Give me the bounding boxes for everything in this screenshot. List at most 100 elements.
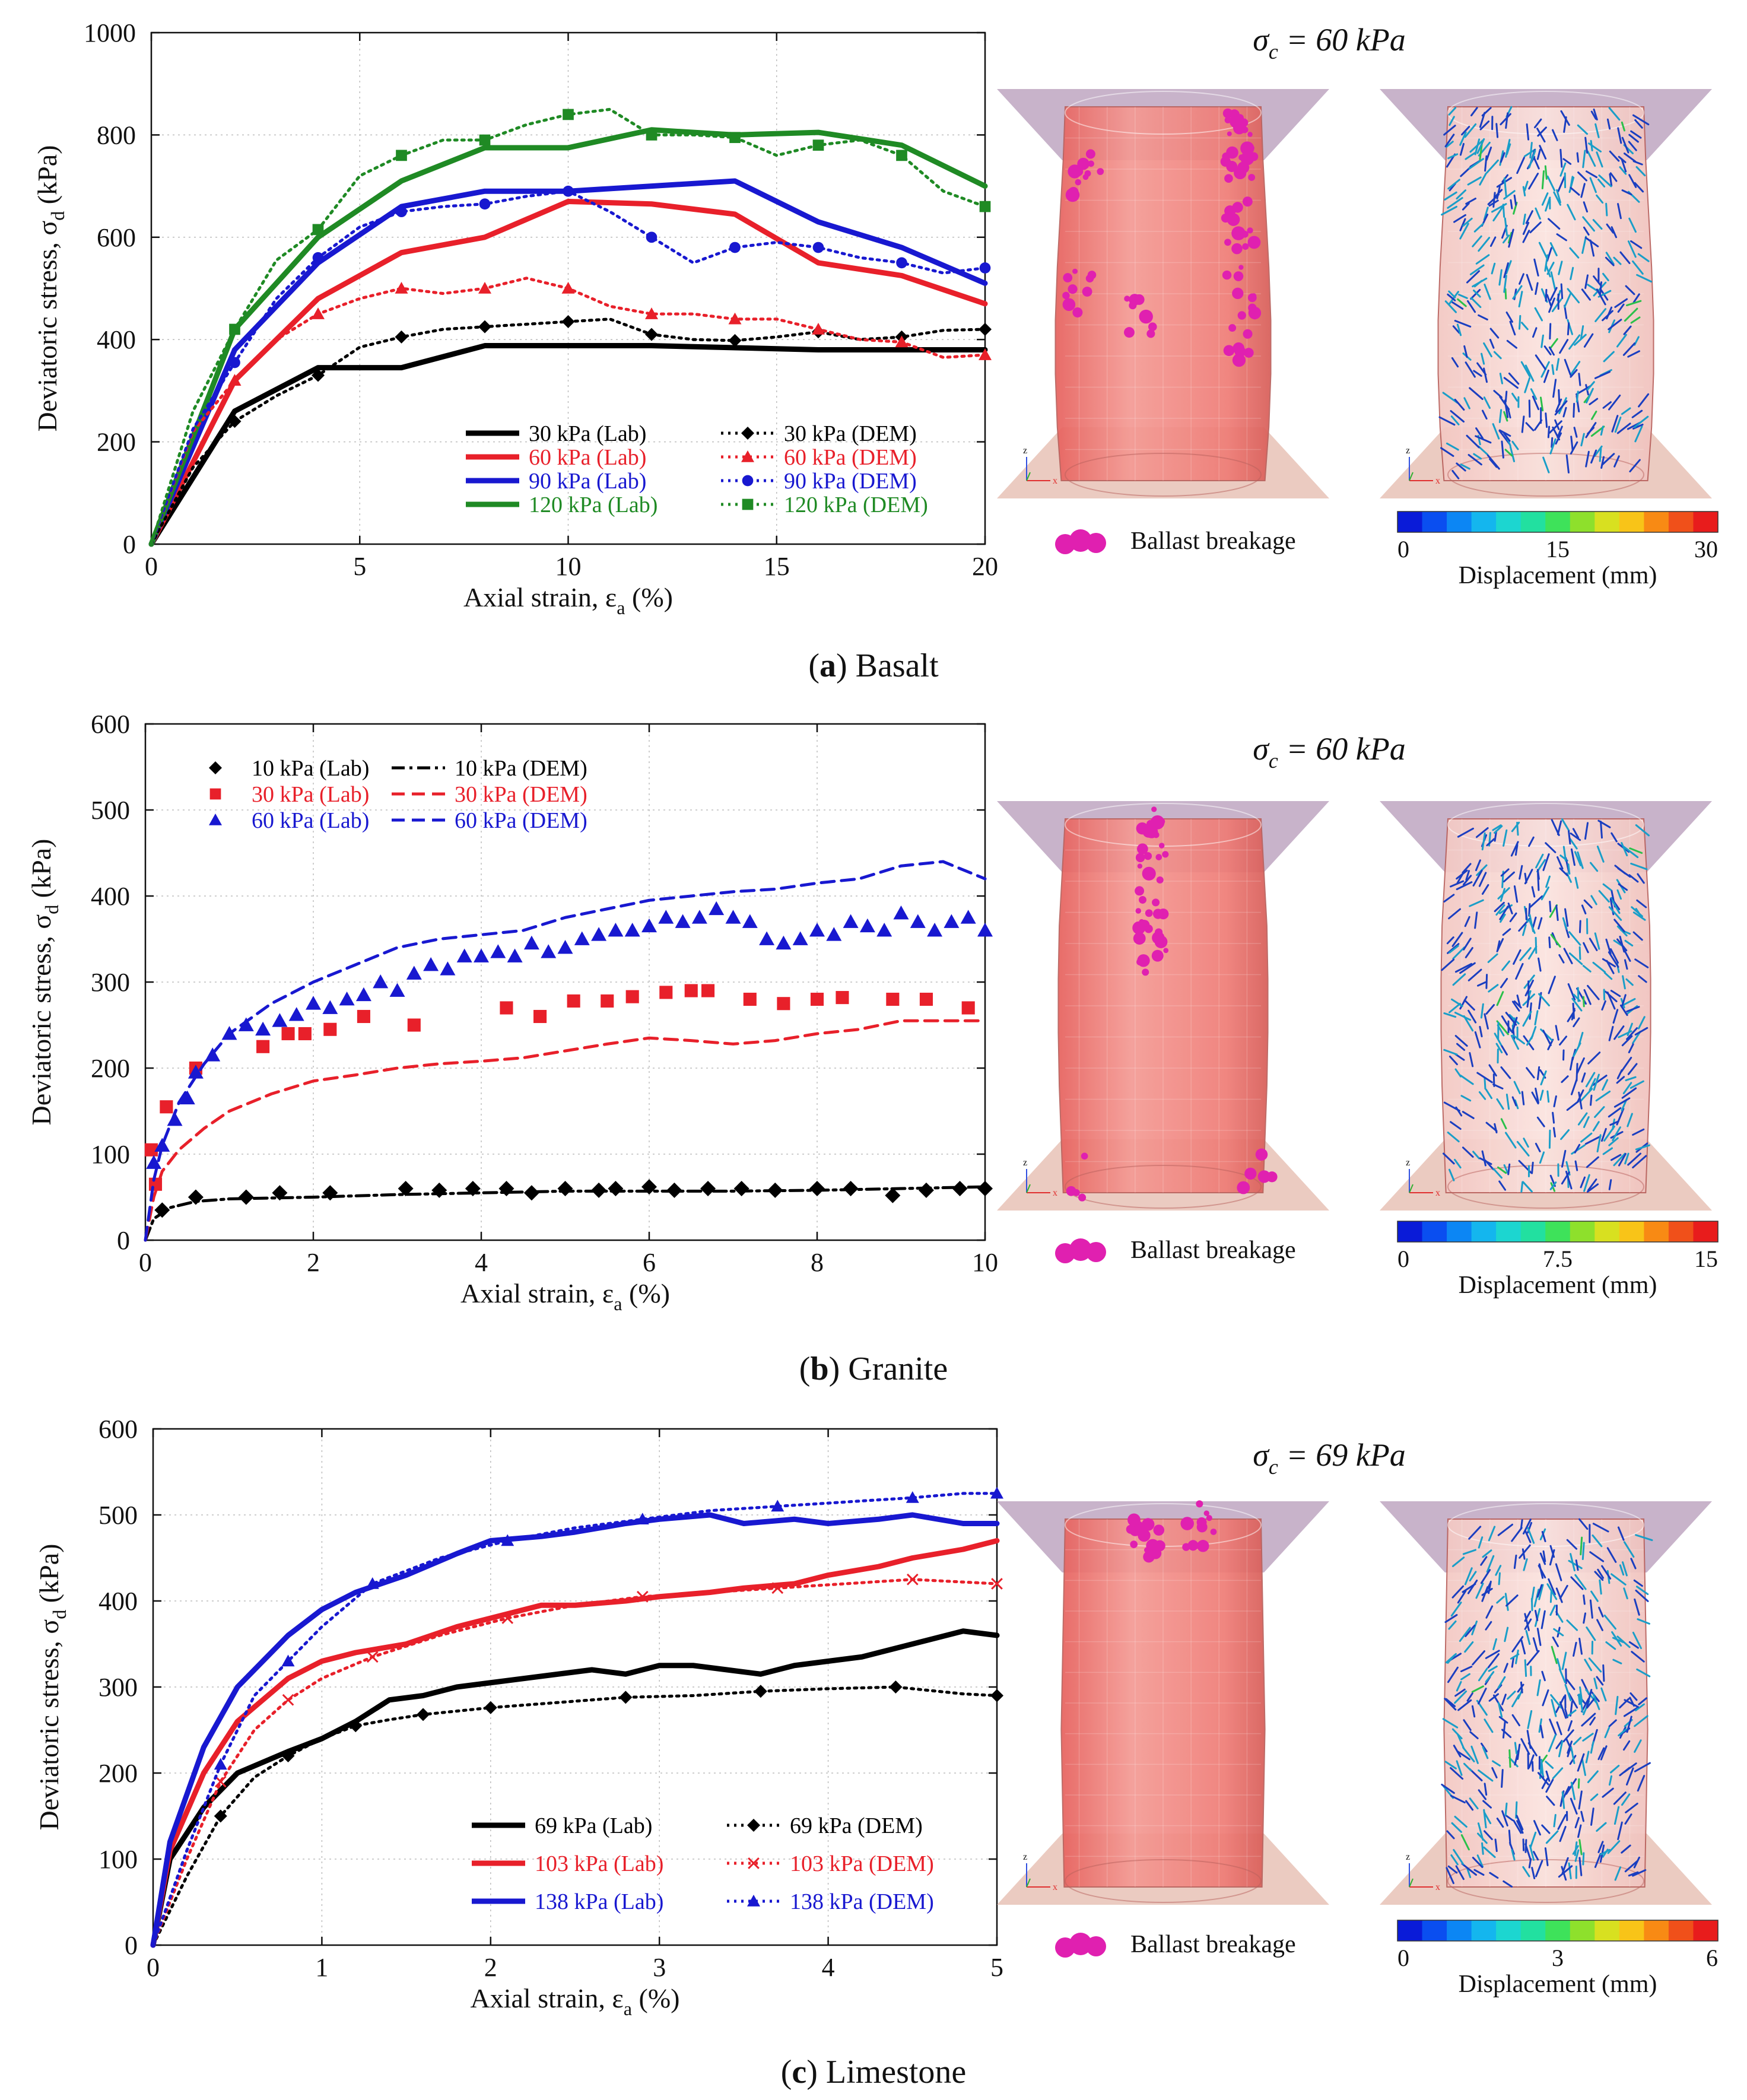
displacement-vector — [1505, 1594, 1519, 1607]
series-2 — [146, 901, 993, 1169]
specimen-bottom-ellipse — [1447, 1859, 1644, 1903]
breakage-particle — [1130, 1540, 1138, 1548]
displacement-vector — [1456, 1043, 1466, 1051]
legend-label: 103 kPa (DEM) — [790, 1851, 934, 1876]
data-point — [306, 996, 321, 1010]
displacement-vector — [1636, 899, 1647, 908]
legend-label: 10 kPa (DEM) — [455, 756, 587, 781]
specimen-bottom-ellipse — [1065, 453, 1262, 497]
displacement-vector — [1522, 1011, 1532, 1027]
colorbar-segment — [1422, 1221, 1447, 1242]
data-point — [733, 1181, 749, 1196]
displacement-vector — [1460, 1673, 1471, 1680]
displacement-vector — [1480, 1003, 1484, 1019]
data-point — [809, 1181, 825, 1196]
displacement-vector — [1590, 1590, 1599, 1602]
displacement-vector — [1446, 1830, 1455, 1840]
displacement-vector — [1450, 1602, 1462, 1617]
breakage-particle — [1224, 239, 1231, 246]
displacement-vector — [1624, 1699, 1640, 1708]
displacement-vector — [1562, 846, 1567, 862]
displacement-vector — [1622, 975, 1626, 990]
breakage-particle — [1240, 151, 1254, 166]
displacement-vector — [1531, 1867, 1536, 1879]
displacement-vector — [1501, 1015, 1513, 1032]
displacement-vector — [1564, 292, 1572, 308]
displacement-vector — [1625, 1076, 1637, 1082]
displacement-vector — [1518, 314, 1522, 330]
displacement-vector — [1635, 1589, 1649, 1602]
displacement-vector — [1553, 1628, 1564, 1637]
displacement-vector — [1545, 875, 1551, 888]
displacement-vector — [1568, 1692, 1578, 1709]
displacement-vector — [1634, 1598, 1640, 1616]
series-1 — [150, 1538, 1000, 1948]
x-tick-label: 0 — [139, 1248, 152, 1277]
data-point — [812, 139, 824, 151]
displacement-vector — [1577, 1112, 1588, 1126]
displacement-vector — [1621, 1844, 1631, 1854]
displacement-vector — [1578, 1790, 1583, 1810]
data-point — [484, 1701, 497, 1714]
displacement-vector — [1577, 1753, 1585, 1772]
displacement-vector — [1594, 932, 1600, 950]
displacement-vector — [1483, 206, 1489, 221]
displacement-vector — [1476, 1854, 1484, 1868]
displacement-vector — [1596, 151, 1603, 168]
displacement-vector — [1617, 1526, 1625, 1541]
y-tick-label: 200 — [91, 1054, 130, 1083]
displacement-vector — [1492, 205, 1504, 222]
displacement-vector — [1566, 1619, 1578, 1631]
breakage-particle — [1146, 329, 1155, 338]
displacement-vector — [1501, 440, 1504, 459]
data-point — [323, 1022, 337, 1036]
displacement-vector — [1533, 1820, 1541, 1836]
displacement-vector — [1456, 462, 1466, 472]
y-tick-label: 400 — [97, 325, 136, 354]
data-point — [977, 1181, 993, 1196]
displacement-vector — [1558, 954, 1565, 964]
series-line — [150, 1538, 1000, 1948]
displacement-vector — [1582, 965, 1592, 973]
displacement-vector — [1481, 352, 1485, 365]
displacement-vector — [1608, 107, 1621, 121]
displacement-vector — [1443, 1012, 1457, 1018]
displacement-vector — [1532, 916, 1537, 929]
displacement-vector — [1456, 1760, 1463, 1776]
displacement-vector — [1632, 423, 1644, 430]
breakage-particle — [1087, 271, 1097, 279]
displacement-vector — [1621, 189, 1632, 196]
displacement-vector — [1632, 1869, 1647, 1877]
displacement-vector — [1511, 1656, 1515, 1668]
x-axis-label: Axial strain, εa (%) — [463, 582, 673, 618]
displacement-vector — [1573, 1641, 1577, 1657]
colorbar-segment — [1471, 1221, 1497, 1242]
data-point — [395, 330, 408, 344]
displacement-vector — [1573, 993, 1581, 1002]
displacement-vector — [1628, 1043, 1634, 1054]
data-point — [474, 948, 489, 962]
legend-marker — [742, 498, 754, 510]
displacement-vector — [1612, 1637, 1624, 1643]
displacement-vector — [1609, 1765, 1620, 1774]
displacement-vector — [1465, 946, 1473, 958]
displacement-vector — [1590, 139, 1593, 152]
displacement-vector — [1482, 1746, 1489, 1759]
specimen-top-ellipse — [1447, 1503, 1644, 1547]
displacement-vector — [1538, 242, 1548, 259]
data-point — [859, 918, 875, 933]
displacement-vector — [1562, 1786, 1570, 1800]
displacement-vector — [1548, 420, 1562, 434]
displacement-vector — [1526, 1067, 1535, 1079]
displacement-vector — [1483, 342, 1492, 358]
displacement-vector — [1522, 1518, 1532, 1535]
displacement-vector — [1593, 108, 1598, 120]
legend-label: 60 kPa (Lab) — [252, 808, 369, 833]
displacement-vector — [1473, 370, 1482, 377]
displacement-vector — [1559, 1035, 1568, 1046]
displacement-vector — [1613, 1097, 1631, 1108]
displacement-vector — [1636, 1668, 1651, 1678]
y-axis-label: Deviatoric stress, σd (kPa) — [32, 145, 68, 432]
displacement-vector — [1632, 931, 1643, 941]
displacement-vector — [1546, 294, 1552, 307]
